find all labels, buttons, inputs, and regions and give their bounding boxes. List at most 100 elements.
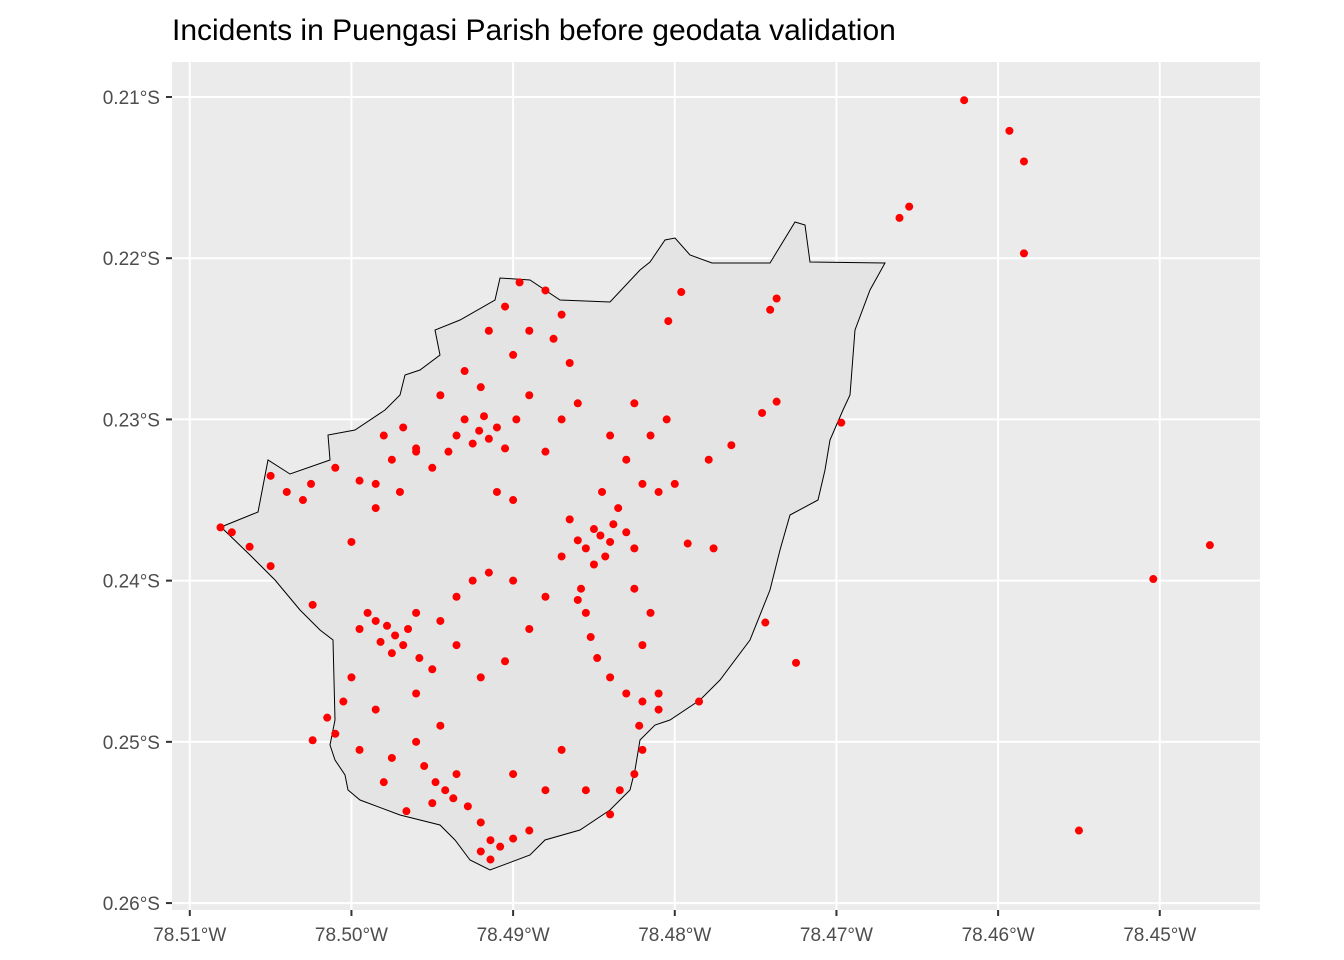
incident-point (654, 487, 663, 496)
incident-point (1019, 157, 1028, 166)
y-tick-label: 0.22°S (103, 249, 160, 270)
incident-point (371, 479, 380, 488)
incident-point (308, 600, 317, 609)
incident-point (525, 624, 534, 633)
incident-point (837, 418, 846, 427)
incident-point (387, 649, 396, 658)
incident-point (509, 770, 518, 779)
incident-point (541, 286, 550, 295)
incident-point (638, 697, 647, 706)
incident-point (486, 855, 495, 864)
incident-point (606, 673, 615, 682)
incident-point (399, 641, 408, 650)
incident-point (664, 317, 673, 326)
incident-point (476, 673, 485, 682)
incident-point (525, 826, 534, 835)
incident-point (298, 496, 307, 505)
incident-point (347, 537, 356, 546)
y-tick-label: 0.23°S (103, 410, 160, 431)
incident-point (670, 479, 679, 488)
incident-point (452, 592, 461, 601)
incident-point (638, 745, 647, 754)
incident-point (586, 633, 595, 642)
incident-point (557, 552, 566, 561)
axes: 78.51°W 78.50°W 78.49°W 78.48°W 78.47°W 78.46… (103, 88, 1197, 946)
incident-point (1005, 126, 1014, 135)
incident-point (630, 544, 639, 553)
incident-point (557, 415, 566, 424)
incident-point (492, 487, 501, 496)
incident-point (512, 415, 521, 424)
incident-point (331, 463, 340, 472)
incident-point (468, 439, 477, 448)
incident-point (509, 834, 518, 843)
incident-point (581, 786, 590, 795)
incident-point (428, 463, 437, 472)
incident-point (630, 770, 639, 779)
incident-point (598, 487, 607, 496)
incident-point (452, 641, 461, 650)
incident-point (323, 713, 332, 722)
incident-point (772, 397, 781, 406)
incident-point (509, 576, 518, 585)
incident-point (452, 770, 461, 779)
incident-point (573, 595, 582, 604)
incident-point (266, 562, 275, 571)
incident-point (638, 479, 647, 488)
incident-point (387, 753, 396, 762)
incident-point (704, 455, 713, 464)
incident-point (387, 455, 396, 464)
incident-point (460, 367, 469, 376)
incident-point (476, 818, 485, 827)
incident-point (480, 412, 489, 421)
incident-point (622, 528, 631, 537)
incident-point (468, 576, 477, 585)
incident-point (772, 294, 781, 303)
incident-point (662, 415, 671, 424)
y-tick-label: 0.25°S (103, 733, 160, 754)
incident-point (761, 618, 770, 627)
incident-point (565, 515, 574, 524)
incident-point (766, 305, 775, 314)
incident-point (395, 487, 404, 496)
x-tick-label: 78.49°W (477, 925, 550, 946)
incident-point (331, 729, 340, 738)
incident-point (895, 213, 904, 222)
incident-point (227, 528, 236, 537)
incident-point (412, 689, 421, 698)
x-tick-label: 78.50°W (315, 925, 388, 946)
incident-point (614, 504, 623, 513)
incident-point (960, 96, 969, 105)
incident-point (266, 471, 275, 480)
incident-point (444, 447, 453, 456)
incident-point (441, 786, 450, 795)
incident-point (606, 810, 615, 819)
incident-point (404, 624, 413, 633)
incident-point (695, 697, 704, 706)
incident-point (463, 802, 472, 811)
incident-point (399, 423, 408, 432)
incident-point (557, 310, 566, 319)
incident-point (541, 786, 550, 795)
incident-point (428, 799, 437, 808)
incident-point (573, 536, 582, 545)
incident-point (581, 608, 590, 617)
incident-point (412, 737, 421, 746)
incident-point (460, 415, 469, 424)
incident-point (452, 431, 461, 440)
incident-point (412, 447, 421, 456)
incident-point (431, 778, 440, 787)
incident-point (565, 358, 574, 367)
incident-point (727, 441, 736, 450)
incident-point (509, 496, 518, 505)
x-tick-label: 78.48°W (638, 925, 711, 946)
y-tick-label: 0.21°S (103, 88, 160, 109)
incident-point (635, 721, 644, 730)
incident-point (371, 616, 380, 625)
incident-point (622, 455, 631, 464)
incident-point (282, 487, 291, 496)
incident-point (573, 399, 582, 408)
incident-point (905, 202, 914, 211)
incident-point (646, 431, 655, 440)
